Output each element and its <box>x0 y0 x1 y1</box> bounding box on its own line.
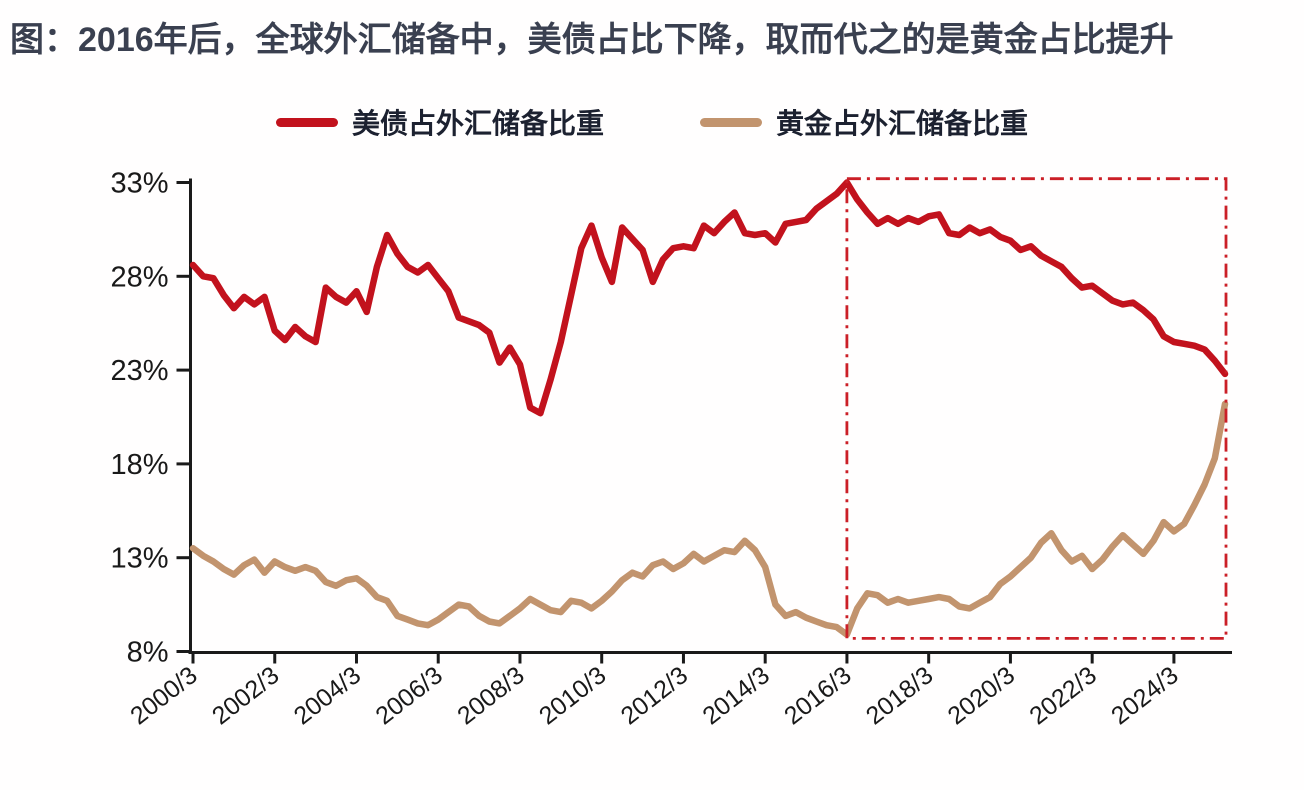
x-tick-label: 2018/3 <box>861 661 938 730</box>
us-debt-share-line <box>189 179 1229 417</box>
highlight-box-2016-onward <box>845 177 1228 640</box>
gold-legend-label: 黄金占外汇储备比重 <box>776 107 1029 140</box>
x-axis-ticks: 2000/3 2002/3 2004/3 2006/3 2008/3 2010/3 2012… <box>125 652 1184 730</box>
x-tick-label: 2002/3 <box>207 661 284 730</box>
legend-item-gold: 黄金占外汇储备比重 <box>700 102 1028 142</box>
y-tick-label: 13% <box>110 543 168 575</box>
x-tick-label: 2012/3 <box>616 661 693 730</box>
y-tick-label: 8% <box>127 637 169 669</box>
x-tick-label: 2004/3 <box>289 661 366 730</box>
us-debt-legend-label: 美债占外汇储备比重 <box>351 107 604 140</box>
x-tick-label: 2022/3 <box>1024 661 1101 730</box>
gold-share-line <box>189 400 1229 638</box>
gold-line-swatch <box>700 117 762 127</box>
y-axis-ticks: 8% 13% 18% 23% 28% 33% <box>110 168 191 669</box>
axes <box>188 178 1232 654</box>
chart-title: 图：2016年后，全球外汇储备中，美债占比下降，取而代之的是黄金占比提升 <box>10 21 1174 59</box>
x-tick-label: 2016/3 <box>779 661 856 730</box>
y-tick-label: 23% <box>110 355 168 387</box>
legend: 美债占外汇储备比重 黄金占外汇储备比重 <box>0 102 1304 142</box>
y-tick-label: 33% <box>110 168 168 200</box>
y-tick-label: 28% <box>110 261 168 293</box>
y-tick-label: 18% <box>110 449 168 481</box>
x-tick-label: 2010/3 <box>534 661 611 730</box>
x-tick-label: 2014/3 <box>697 661 774 730</box>
x-tick-label: 2008/3 <box>452 661 529 730</box>
us-debt-line-swatch <box>275 117 338 127</box>
x-tick-label: 2006/3 <box>370 661 447 730</box>
legend-item-us-debt: 美债占外汇储备比重 <box>275 102 604 142</box>
x-tick-label: 2020/3 <box>943 661 1020 730</box>
x-tick-label: 2000/3 <box>125 661 202 730</box>
x-tick-label: 2024/3 <box>1106 661 1183 730</box>
